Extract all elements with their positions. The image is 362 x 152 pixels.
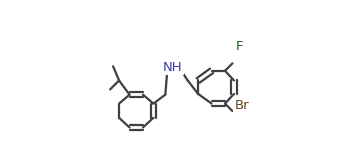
Text: NH: NH [163,60,182,74]
Text: F: F [235,40,243,53]
Text: Br: Br [235,99,249,112]
